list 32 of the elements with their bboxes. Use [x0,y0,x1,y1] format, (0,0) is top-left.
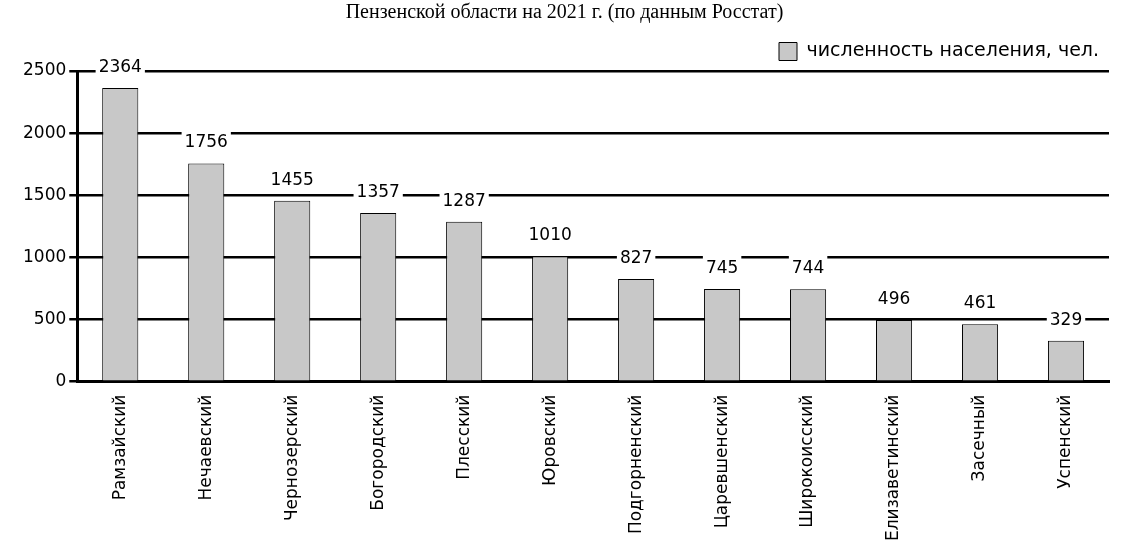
data-label: 329 [1049,308,1083,329]
data-label: 1010 [528,224,572,245]
x-tick-label: Широкоисский [796,394,817,528]
x-tick-label: Успенский [1054,394,1075,489]
x-tick-label: Елизаветинский [882,394,903,542]
y-tick-label: 2500 [23,59,67,80]
data-label: 744 [791,257,825,278]
x-tick-label: Юровский [538,394,559,486]
data-label: 1756 [184,131,228,152]
y-tick-label: 1500 [23,183,67,204]
x-tick-label: Рамзайский [108,394,129,501]
y-tick-label: 500 [33,307,67,328]
y-tick-label: 2000 [23,121,67,142]
x-tick-label: Чернозерский [280,394,301,522]
data-label: 1357 [356,180,400,201]
x-tick-label: Царевшенский [710,394,731,529]
x-tick-label: Плесский [452,394,473,480]
y-tick-label: 1000 [23,245,67,266]
data-label: 461 [963,292,997,313]
legend-label: численность населения, чел. [806,38,1100,61]
x-tick-label: Богородский [366,394,387,511]
data-label: 1455 [270,168,314,189]
x-tick-label: Подгорненский [624,394,645,535]
x-tick-label: Нечаевский [194,394,215,501]
data-label: 1287 [442,189,486,210]
chart-title: Пензенской области на 2021 г. (по данным Росстат) [344,0,785,22]
data-label: 745 [705,256,739,277]
data-label: 2364 [98,55,142,76]
data-label: 827 [619,246,653,267]
y-tick-label: 0 [55,370,67,391]
data-label: 496 [877,287,911,308]
x-tick-label: Засечный [968,394,989,482]
